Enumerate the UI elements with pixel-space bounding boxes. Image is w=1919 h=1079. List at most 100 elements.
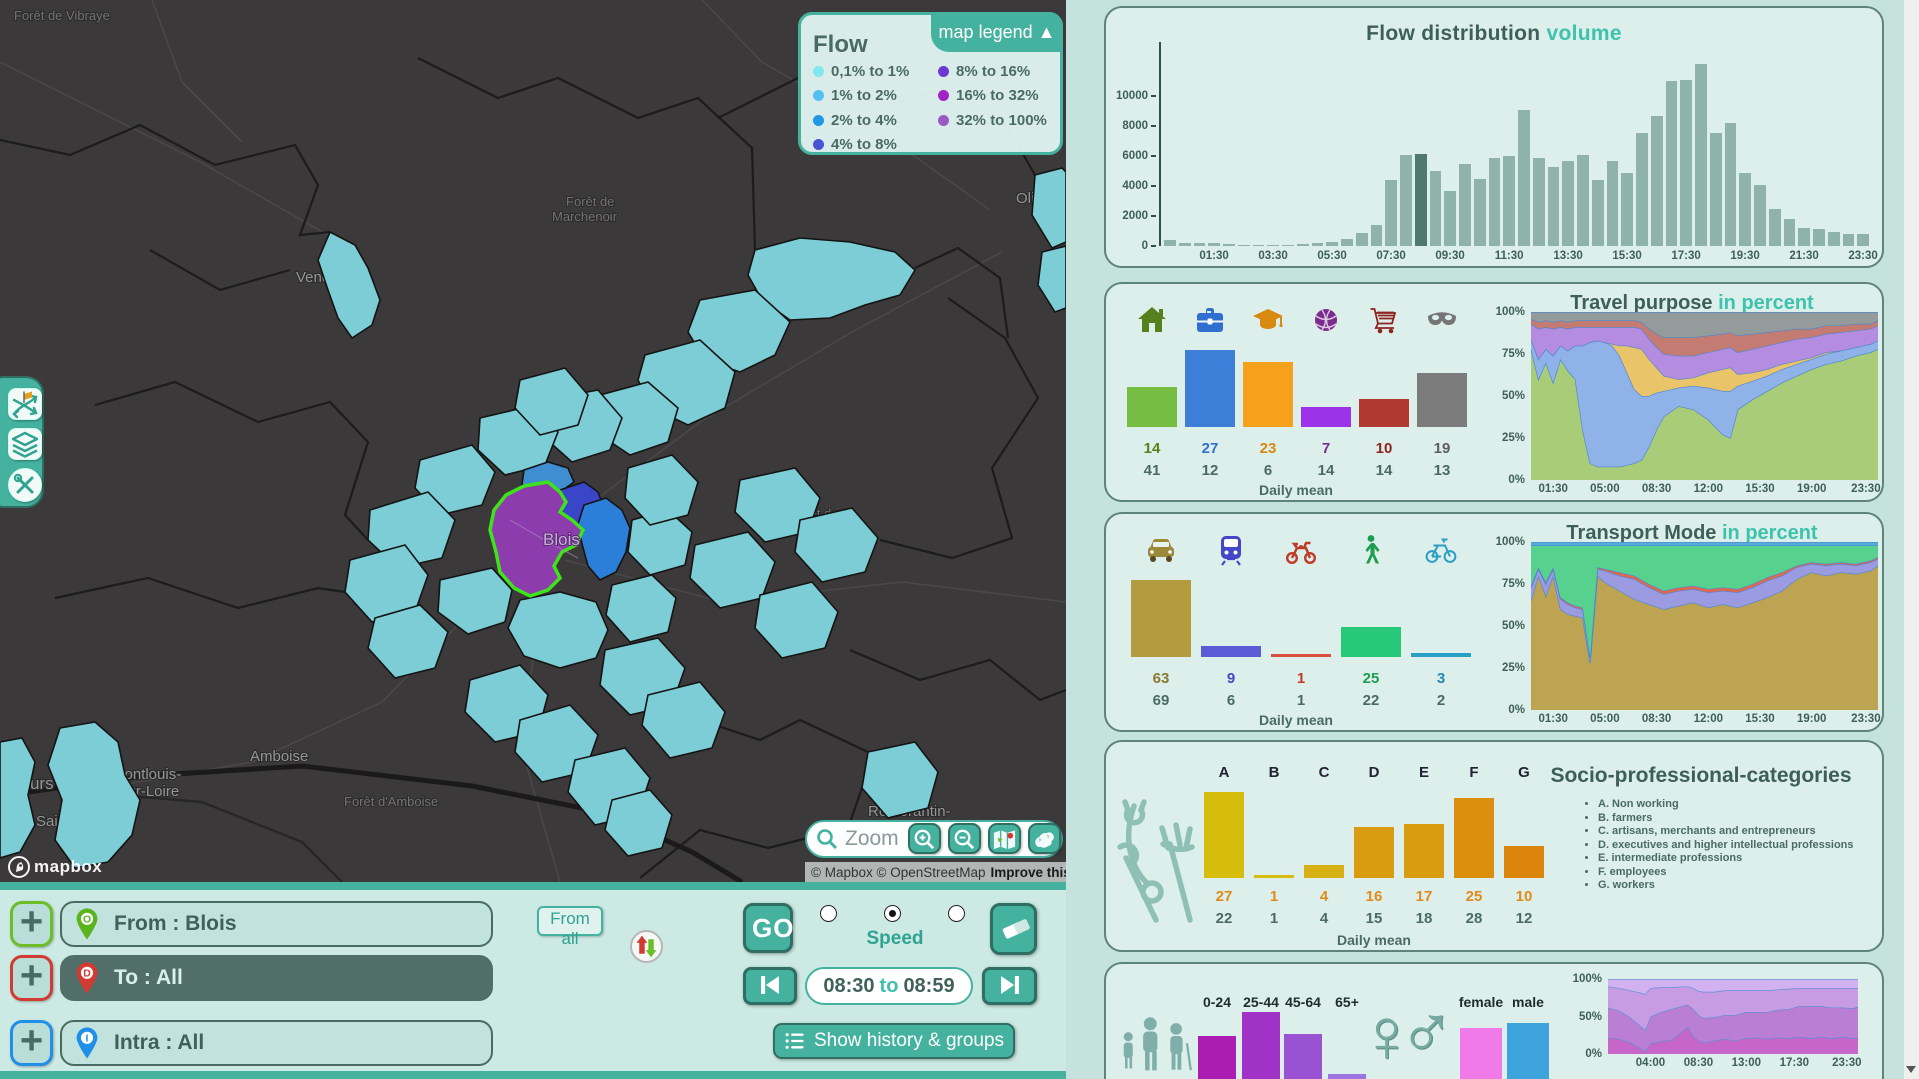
destination-selector[interactable]: D To : All <box>60 955 493 1001</box>
histogram-bar[interactable] <box>1518 109 1530 246</box>
map-region[interactable] <box>794 507 879 583</box>
intra-selector[interactable]: I Intra : All <box>60 1020 493 1066</box>
add-intra-button[interactable] <box>10 1020 53 1066</box>
histogram-bar[interactable] <box>1621 172 1634 246</box>
histogram-bar[interactable] <box>1267 244 1280 246</box>
map-region[interactable] <box>641 681 726 759</box>
histogram-bar[interactable] <box>1709 132 1722 246</box>
gender-label: male <box>1512 994 1544 1010</box>
map-region[interactable] <box>754 581 839 659</box>
histogram-bar[interactable] <box>1473 178 1486 246</box>
previous-timestep-button[interactable] <box>743 967 797 1005</box>
histogram-bar[interactable] <box>1562 161 1575 246</box>
histogram-bar[interactable] <box>1636 132 1648 246</box>
speed-radio[interactable] <box>820 905 837 922</box>
map-region[interactable] <box>604 789 673 857</box>
histogram-bar[interactable] <box>1798 228 1811 246</box>
y-axis-label: 75% <box>1501 348 1525 360</box>
histogram-bar[interactable] <box>1650 115 1663 246</box>
from-all-button[interactable]: From all <box>537 906 603 948</box>
tools-button[interactable] <box>8 468 42 502</box>
layers-button[interactable] <box>8 428 42 460</box>
zoom-in-button[interactable] <box>908 823 941 854</box>
histogram-bar[interactable] <box>1326 241 1339 246</box>
map-region[interactable] <box>1037 245 1066 313</box>
map-region[interactable] <box>367 604 449 679</box>
show-history-groups-button[interactable]: Show history & groups <box>773 1023 1015 1059</box>
histogram-bar[interactable] <box>1237 244 1250 246</box>
map-region[interactable] <box>414 444 496 516</box>
histogram-bar[interactable] <box>1178 242 1191 246</box>
histogram-bar[interactable] <box>1577 155 1589 246</box>
histogram-bar[interactable] <box>1695 63 1707 246</box>
histogram-bar[interactable] <box>1547 166 1560 246</box>
histogram-bar[interactable] <box>1385 180 1398 246</box>
time-range-display[interactable]: 08:30 to 08:59 <box>805 967 973 1005</box>
histogram-bar[interactable] <box>1282 244 1294 246</box>
mapbox-logo[interactable]: mapbox <box>8 856 102 878</box>
histogram-bar[interactable] <box>1193 242 1206 246</box>
speed-radio[interactable] <box>884 905 901 922</box>
histogram-bar[interactable] <box>1532 157 1545 246</box>
histogram-bar[interactable] <box>1680 80 1693 246</box>
map-region-vendome[interactable] <box>317 230 381 340</box>
histogram-bar[interactable] <box>1223 243 1235 246</box>
map-region[interactable] <box>437 567 513 635</box>
histogram-bar[interactable] <box>1724 123 1737 246</box>
map-region-olivet[interactable] <box>1031 167 1066 250</box>
clear-button[interactable] <box>990 903 1037 955</box>
map-region[interactable] <box>0 737 36 859</box>
histogram-bar[interactable] <box>1813 228 1825 246</box>
map-region[interactable] <box>624 454 699 526</box>
histogram-bar[interactable] <box>1783 219 1796 246</box>
histogram-bar[interactable] <box>1341 238 1353 246</box>
histogram-bar[interactable] <box>1311 243 1324 246</box>
add-origin-button[interactable] <box>10 901 53 947</box>
histogram-bar[interactable] <box>1754 184 1766 246</box>
fit-map-pins-button[interactable] <box>988 823 1021 854</box>
europe-view-button[interactable] <box>1028 823 1061 854</box>
category-value: 1 <box>1269 888 1279 905</box>
histogram-bar[interactable] <box>1355 232 1368 246</box>
map-region-selected-blois[interactable] <box>488 480 586 598</box>
mapbox-attribution[interactable]: © Mapbox <box>811 864 873 880</box>
osm-attribution[interactable]: © OpenStreetMap <box>876 864 986 880</box>
histogram-bar[interactable] <box>1370 225 1383 246</box>
histogram-bar[interactable] <box>1591 180 1604 246</box>
histogram-bar[interactable] <box>1606 160 1619 246</box>
swap-origin-destination-button[interactable] <box>630 930 663 963</box>
histogram-bar[interactable] <box>1252 244 1265 246</box>
histogram-bar[interactable] <box>1400 155 1412 246</box>
histogram-bar[interactable] <box>1827 231 1840 246</box>
histogram-bar[interactable] <box>1768 209 1781 246</box>
go-button[interactable]: GO <box>743 903 793 953</box>
histogram-bar[interactable] <box>1488 157 1501 246</box>
page-scrollbar[interactable] <box>1904 0 1919 1079</box>
map-region-tours[interactable] <box>47 721 141 869</box>
histogram-bar[interactable] <box>1208 243 1221 246</box>
histogram-bar[interactable] <box>1857 234 1870 246</box>
histogram-bar[interactable] <box>1444 191 1457 246</box>
histogram-bar[interactable] <box>1164 240 1176 246</box>
histogram-bar-selected[interactable] <box>1414 153 1427 246</box>
itinerary-button[interactable] <box>8 388 42 420</box>
histogram-bar[interactable] <box>1459 164 1471 246</box>
map-regions[interactable] <box>0 167 1066 869</box>
add-destination-button[interactable] <box>10 955 53 1001</box>
map-region[interactable] <box>514 367 589 436</box>
histogram-bar[interactable] <box>1739 173 1752 246</box>
speed-radio[interactable] <box>948 905 965 922</box>
improve-map-link[interactable]: Improve this map <box>990 864 1066 880</box>
zoom-out-button[interactable] <box>948 823 981 854</box>
histogram-bar[interactable] <box>1842 234 1855 246</box>
map-region-romorantin[interactable] <box>861 741 939 819</box>
histogram-bar[interactable] <box>1296 243 1309 246</box>
histogram-bar[interactable] <box>1503 156 1516 246</box>
histogram-bar[interactable] <box>1665 81 1678 246</box>
origin-selector[interactable]: O From : Blois <box>60 901 493 947</box>
next-timestep-button[interactable] <box>982 967 1037 1005</box>
map-legend-toggle-button[interactable]: map legend ▲ <box>931 12 1063 52</box>
map-region[interactable] <box>507 591 609 669</box>
histogram-bar[interactable] <box>1429 171 1442 246</box>
